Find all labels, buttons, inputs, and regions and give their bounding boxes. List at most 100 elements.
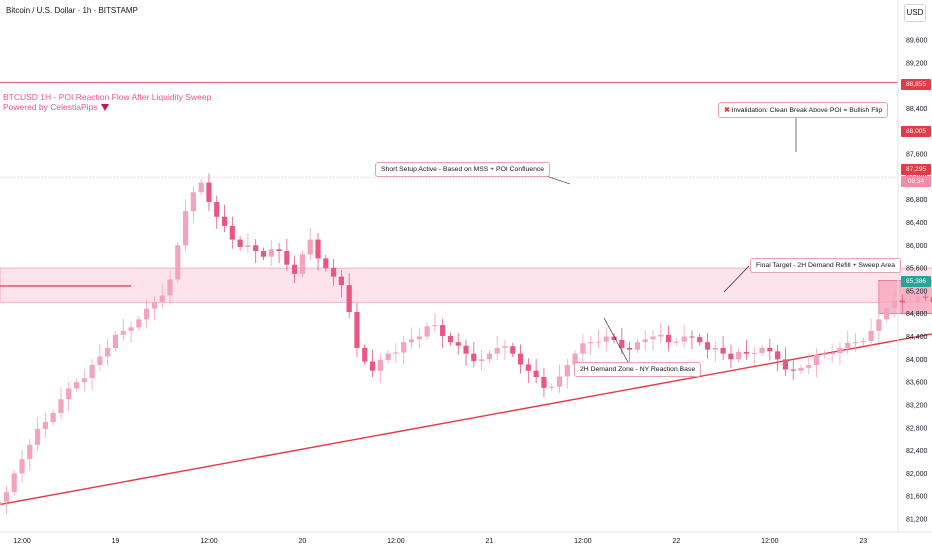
candle-body	[673, 341, 679, 343]
candle-body	[915, 296, 921, 302]
candle-body	[393, 352, 399, 354]
candle-body	[790, 369, 796, 371]
candle-body	[377, 359, 383, 371]
target-price-tag: 85,386	[901, 276, 931, 287]
y-tick-label: 82,000	[906, 471, 928, 478]
candle-body	[42, 422, 48, 429]
candle-body	[81, 378, 87, 383]
candle-body	[416, 336, 422, 340]
candle-body	[323, 258, 329, 269]
candle-body	[284, 250, 290, 265]
candle-body	[759, 347, 765, 354]
currency-button[interactable]: USD	[904, 4, 926, 22]
candle-body	[588, 342, 594, 344]
x-mark-icon: ✖	[724, 107, 730, 114]
candle-body	[479, 359, 485, 362]
candle-body	[923, 296, 929, 298]
y-tick-label: 88,400	[906, 106, 928, 113]
candle-body	[681, 336, 687, 342]
candle-body	[564, 365, 570, 377]
candle-body	[401, 342, 407, 353]
candle-body	[845, 342, 851, 348]
candle-body	[120, 330, 126, 335]
candle-body	[806, 365, 812, 368]
x-tick-label: 12:00	[387, 538, 405, 545]
candle-body	[595, 341, 602, 343]
candle-body	[331, 268, 337, 277]
candle-body	[221, 216, 228, 226]
candle-body	[876, 319, 882, 331]
y-tick-label: 86,800	[906, 197, 928, 204]
candle-body	[206, 182, 212, 202]
candle-body	[463, 345, 469, 354]
candle-body	[697, 337, 703, 343]
candle-body	[517, 353, 524, 365]
x-tick-label: 23	[859, 538, 867, 545]
candle-body	[167, 279, 173, 296]
candle-body	[494, 347, 500, 354]
candle-body	[27, 444, 33, 460]
y-tick-label: 84,400	[906, 334, 928, 341]
candle-body	[175, 245, 181, 280]
stop-price-tag: 88,005	[901, 126, 931, 137]
candle-body	[97, 356, 103, 366]
y-tick-label: 85,600	[906, 266, 928, 273]
candle-body	[650, 336, 656, 340]
candle-body	[486, 353, 492, 360]
x-tick-label: 12:00	[574, 538, 592, 545]
target-connector	[723, 265, 750, 293]
countdown-tag: 09:34	[901, 176, 931, 187]
candle-body	[533, 370, 539, 378]
candle-body	[782, 359, 789, 370]
candle-body	[11, 473, 17, 493]
candle-body	[821, 353, 827, 355]
x-tick-label: 20	[299, 538, 307, 545]
candle-body	[580, 343, 586, 354]
y-tick-label: 82,800	[906, 425, 928, 432]
candle-body	[837, 347, 843, 354]
candle-body	[556, 376, 563, 387]
candle-body	[190, 192, 196, 212]
candle-body	[658, 334, 664, 337]
candle-body	[3, 492, 10, 502]
candle-body	[385, 353, 391, 360]
y-tick-label: 83,200	[906, 402, 928, 409]
candle-body	[798, 367, 804, 371]
x-tick-label: 12:00	[761, 538, 779, 545]
y-tick-label: 85,200	[906, 288, 928, 295]
invalidation-text: Invalidation: Clean Break Above POI = Bu…	[731, 107, 883, 114]
symbol-header: Bitcoin / U.S. Dollar · 1h · BITSTAMP	[6, 6, 138, 15]
candle-body	[245, 245, 251, 247]
idea-title: BTCUSD 1H - POI Reaction Flow After Liqu…	[3, 92, 212, 102]
candle-body	[829, 353, 835, 355]
candle-body	[447, 335, 454, 343]
candle-body	[665, 334, 672, 343]
candle-body	[19, 459, 25, 474]
candle-body	[105, 347, 111, 357]
candle-body	[354, 312, 360, 348]
candle-body	[73, 382, 80, 389]
candle-body	[712, 347, 718, 350]
y-tick-label: 81,600	[906, 494, 928, 501]
candle-body	[432, 325, 438, 327]
x-tick-label: 12:00	[13, 538, 31, 545]
candle-body	[720, 347, 726, 354]
last-price-tag: 87,295	[901, 164, 931, 175]
y-tick-label: 86,000	[906, 243, 928, 250]
candle-body	[455, 342, 461, 346]
candle-body	[151, 302, 158, 309]
candle-body	[260, 250, 267, 257]
candle-body	[751, 353, 757, 355]
short-setup-note: Short Setup Active - Based on MSS + POI …	[375, 162, 551, 177]
candle-body	[736, 351, 742, 360]
candle-body	[338, 276, 344, 286]
candle-body	[907, 301, 913, 303]
candle-body	[408, 339, 415, 343]
candle-body	[424, 326, 430, 337]
candle-body	[510, 346, 516, 354]
candle-body	[112, 334, 119, 348]
candle-body	[525, 364, 531, 371]
candle-body	[689, 336, 695, 338]
candle-body	[704, 342, 711, 350]
